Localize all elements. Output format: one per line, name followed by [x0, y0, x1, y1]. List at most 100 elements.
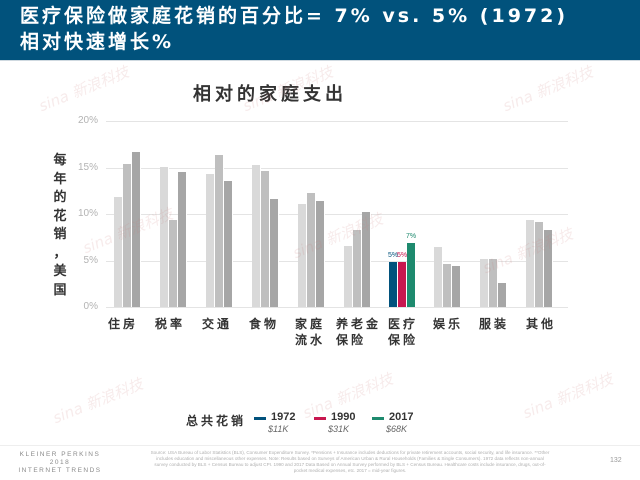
- bar-1972: [206, 174, 215, 307]
- y-axis-label-char: 国: [53, 282, 67, 298]
- watermark: sina 新浪科技: [36, 62, 132, 116]
- bar-data-label: 7%: [405, 232, 417, 240]
- slide-title-line-2: 相对快速增长%: [20, 31, 175, 53]
- category-label: 服装: [479, 316, 509, 332]
- y-tick-label: 20%: [77, 115, 98, 126]
- bar-2017: [316, 200, 325, 307]
- bar-1990: [535, 222, 544, 307]
- legend-year: 2017: [389, 411, 414, 423]
- bar-1972: [526, 219, 535, 307]
- y-tick-label: 10%: [77, 208, 98, 219]
- bar-2017: [362, 212, 371, 307]
- category-label: 其他: [526, 316, 556, 332]
- bar-2017: [544, 229, 553, 307]
- category-label-line: 其他: [526, 317, 557, 331]
- legend-total: $68K: [386, 424, 408, 434]
- source-note: Source: USA Bureau of Labor Statistics (…: [150, 450, 550, 473]
- header-divider: [0, 60, 640, 61]
- bar-1972: [298, 203, 307, 307]
- bar-1972: [160, 166, 169, 307]
- y-axis-label-char: 年: [53, 171, 67, 187]
- legend-year: 1990: [331, 411, 356, 423]
- bar-chart-plot-area: 0% 5% 10% 15% 20% 5% 5% 7%: [78, 115, 568, 312]
- bar-1990: [261, 171, 270, 307]
- y-axis-label-char: 每: [53, 153, 67, 168]
- category-label-line: 交通: [202, 317, 233, 331]
- watermark: sina 新浪科技: [50, 374, 146, 428]
- y-axis-label-char: 花: [53, 208, 67, 224]
- category-label-line: 保险: [388, 333, 419, 347]
- y-tick-label: 15%: [77, 161, 98, 173]
- legend-year: 1972: [271, 411, 296, 423]
- bar-2017: [270, 199, 279, 307]
- legend-total: $31K: [328, 424, 350, 434]
- category-label: 医疗 保险: [388, 316, 418, 348]
- bar-data-label: 5%: [387, 252, 399, 260]
- category-label-line: 娱乐: [433, 317, 464, 331]
- category-label-line: 税率: [155, 317, 186, 331]
- category-label: 娱乐: [433, 316, 463, 332]
- category-label: 住房: [108, 316, 138, 332]
- gridline: [106, 167, 568, 169]
- brand-line-3: INTERNET TRENDS: [18, 467, 102, 474]
- bar-1972: [389, 262, 398, 307]
- brand-line-2: 2018: [49, 459, 71, 466]
- slide-header: 医疗保险做家庭花销的百分比= 7% vs. 5% (1972) 相对快速增长%: [0, 0, 640, 60]
- bar-1972: [252, 164, 261, 307]
- category-label-line: 保险: [336, 333, 367, 347]
- category-label-line: 流水: [295, 333, 326, 347]
- category-label-line: 医疗: [388, 317, 419, 331]
- bar-1972: [434, 247, 443, 307]
- bar-1990: [353, 229, 362, 307]
- page-number: 132: [610, 457, 622, 464]
- watermark: sina 新浪科技: [500, 62, 596, 116]
- category-label: 税率: [155, 316, 185, 332]
- y-axis-label-char: ，: [53, 245, 67, 261]
- bar-2017: [498, 282, 507, 307]
- bar-1990: [398, 262, 407, 307]
- legend-total: $11K: [268, 424, 289, 434]
- bar-1972: [344, 245, 353, 307]
- legend-swatch: [254, 417, 266, 420]
- category-label: 家庭 流水: [295, 316, 325, 348]
- legend-swatch: [372, 417, 384, 420]
- y-axis-label: 每年的花销 ， 美国: [50, 152, 70, 300]
- bar-1990: [123, 163, 132, 307]
- legend-title: 总共花销: [186, 414, 247, 428]
- bar-2017: [407, 242, 416, 307]
- bar-1990: [443, 264, 452, 307]
- footer-divider: [0, 445, 640, 446]
- category-label: 养老金 保险: [336, 316, 381, 348]
- legend-swatch: [314, 417, 326, 420]
- gridline: [106, 307, 568, 308]
- slide-title-line-1: 医疗保险做家庭花销的百分比= 7% vs. 5% (1972): [20, 5, 569, 27]
- y-axis-label-char: 美: [53, 264, 67, 279]
- category-label: 食物: [249, 316, 279, 332]
- category-label-line: 家庭: [295, 317, 326, 331]
- bar-1990: [169, 219, 178, 307]
- bar-2017: [178, 172, 187, 307]
- bar-1972: [480, 258, 489, 307]
- bar-1990: [215, 155, 224, 307]
- category-label-line: 服装: [479, 317, 510, 331]
- category-label: 交通: [202, 316, 232, 332]
- gridline: [106, 260, 568, 262]
- brand-line-1: KLEINER PERKINS: [19, 451, 101, 458]
- bar-1990: [489, 258, 498, 307]
- watermark: sina 新浪科技: [520, 369, 616, 423]
- chart-title: 相对的家庭支出: [193, 84, 347, 105]
- brand-logo: KLEINER PERKINS 2018 INTERNET TRENDS: [10, 451, 110, 475]
- category-label-line: 养老金: [336, 317, 382, 331]
- category-label-line: 食物: [249, 317, 280, 331]
- category-label-line: 住房: [108, 317, 139, 331]
- y-tick-label: 5%: [83, 254, 98, 266]
- bar-2017: [132, 151, 141, 307]
- y-tick-label: 0%: [83, 301, 98, 312]
- bar-1972: [114, 197, 123, 307]
- y-axis-label-char: 的: [53, 190, 67, 205]
- bar-2017: [224, 181, 233, 307]
- gridline: [106, 214, 568, 215]
- bar-2017: [452, 266, 461, 307]
- bar-1990: [307, 192, 316, 307]
- gridline: [106, 121, 568, 122]
